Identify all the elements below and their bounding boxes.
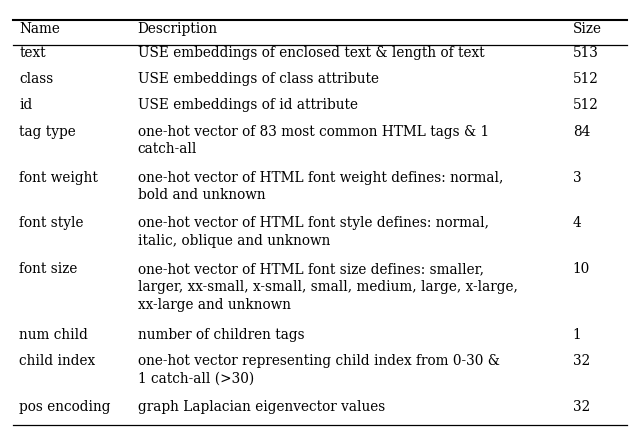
Text: num child: num child [19, 328, 88, 342]
Text: id: id [19, 98, 33, 113]
Text: USE embeddings of enclosed text & length of text: USE embeddings of enclosed text & length… [138, 46, 484, 60]
Text: class: class [19, 73, 54, 86]
Text: Description: Description [138, 22, 218, 36]
Text: one-hot vector of 83 most common HTML tags & 1
catch-all: one-hot vector of 83 most common HTML ta… [138, 125, 489, 157]
Text: tag type: tag type [19, 125, 76, 138]
Text: 513: 513 [573, 46, 598, 60]
Text: font style: font style [19, 216, 84, 231]
Text: graph Laplacian eigenvector values: graph Laplacian eigenvector values [138, 400, 385, 414]
Text: font weight: font weight [19, 170, 98, 185]
Text: 32: 32 [573, 400, 590, 414]
Text: 84: 84 [573, 125, 590, 138]
Text: 1: 1 [573, 328, 581, 342]
Text: Size: Size [573, 22, 602, 36]
Text: one-hot vector of HTML font style defines: normal,
italic, oblique and unknown: one-hot vector of HTML font style define… [138, 216, 488, 248]
Text: child index: child index [19, 354, 95, 368]
Text: 10: 10 [573, 263, 590, 276]
Text: one-hot vector of HTML font size defines: smaller,
larger, xx-small, x-small, sm: one-hot vector of HTML font size defines… [138, 263, 518, 312]
Text: Name: Name [19, 22, 60, 36]
Text: USE embeddings of id attribute: USE embeddings of id attribute [138, 98, 358, 113]
Text: text: text [19, 46, 46, 60]
Text: font size: font size [19, 263, 77, 276]
Text: 512: 512 [573, 98, 598, 113]
Text: 512: 512 [573, 73, 598, 86]
Text: pos encoding: pos encoding [19, 400, 111, 414]
Text: 4: 4 [573, 216, 582, 231]
Text: one-hot vector of HTML font weight defines: normal,
bold and unknown: one-hot vector of HTML font weight defin… [138, 170, 503, 202]
Text: 32: 32 [573, 354, 590, 368]
Text: USE embeddings of class attribute: USE embeddings of class attribute [138, 73, 379, 86]
Text: 3: 3 [573, 170, 581, 185]
Text: number of children tags: number of children tags [138, 328, 304, 342]
Text: one-hot vector representing child index from 0-30 &
1 catch-all (>30): one-hot vector representing child index … [138, 354, 499, 386]
